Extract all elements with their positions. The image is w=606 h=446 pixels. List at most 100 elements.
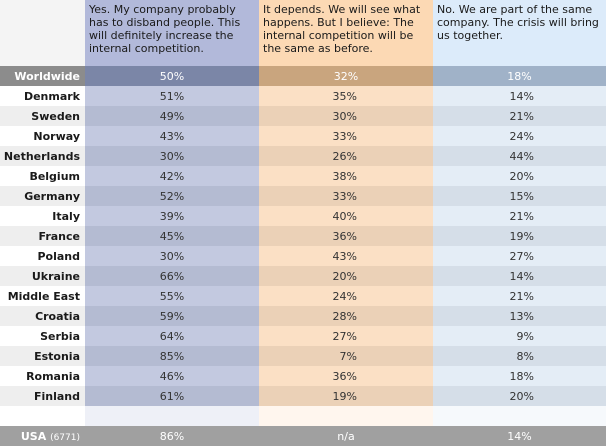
spacer-cell [259, 406, 433, 426]
row-label: Sweden [0, 106, 85, 126]
table-row: Finland 61% 19% 20% [0, 386, 606, 406]
row-label: Middle East [0, 286, 85, 306]
header-answer-no: No. We are part of the same company. The… [433, 0, 606, 66]
spacer-cell [433, 406, 606, 426]
row-label: USA (6771) [0, 426, 85, 446]
value-depends: 36% [259, 366, 433, 386]
value-depends: 20% [259, 266, 433, 286]
table-row: Denmark 51% 35% 14% [0, 86, 606, 106]
value-depends: 30% [259, 106, 433, 126]
value-no: 15% [433, 186, 606, 206]
value-yes: 43% [85, 126, 259, 146]
value-yes: 85% [85, 346, 259, 366]
value-yes: 61% [85, 386, 259, 406]
table-row: Belgium 42% 38% 20% [0, 166, 606, 186]
row-label: Finland [0, 386, 85, 406]
table-row: France 45% 36% 19% [0, 226, 606, 246]
value-yes: 59% [85, 306, 259, 326]
value-no: 21% [433, 106, 606, 126]
usa-row: USA (6771) 86% n/a 14% [0, 426, 606, 446]
spacer-cell [85, 406, 259, 426]
value-depends: 24% [259, 286, 433, 306]
value-no: 20% [433, 386, 606, 406]
header-answer-depends: It depends. We will see what happens. Bu… [259, 0, 433, 66]
row-label: France [0, 226, 85, 246]
value-depends: 28% [259, 306, 433, 326]
value-yes: 46% [85, 366, 259, 386]
row-label: Germany [0, 186, 85, 206]
row-label: Serbia [0, 326, 85, 346]
value-yes: 52% [85, 186, 259, 206]
value-no: 44% [433, 146, 606, 166]
spacer-cell [0, 406, 85, 426]
table-row: Norway 43% 33% 24% [0, 126, 606, 146]
value-no: 14% [433, 426, 606, 446]
header-corner [0, 0, 85, 66]
row-label: Netherlands [0, 146, 85, 166]
respondent-count: (6771) [50, 432, 80, 443]
table-row: Serbia 64% 27% 9% [0, 326, 606, 346]
value-depends: 35% [259, 86, 433, 106]
value-depends: n/a [259, 426, 433, 446]
row-label: Belgium [0, 166, 85, 186]
value-yes: 49% [85, 106, 259, 126]
value-no: 14% [433, 266, 606, 286]
value-no: 20% [433, 166, 606, 186]
value-no: 13% [433, 306, 606, 326]
value-depends: 32% [259, 66, 433, 86]
value-no: 18% [433, 66, 606, 86]
value-no: 21% [433, 206, 606, 226]
row-label: Italy [0, 206, 85, 226]
value-no: 21% [433, 286, 606, 306]
value-depends: 26% [259, 146, 433, 166]
value-yes: 50% [85, 66, 259, 86]
row-label: Norway [0, 126, 85, 146]
value-yes: 42% [85, 166, 259, 186]
value-no: 27% [433, 246, 606, 266]
value-no: 18% [433, 366, 606, 386]
value-no: 19% [433, 226, 606, 246]
table-row: Ukraine 66% 20% 14% [0, 266, 606, 286]
table-row: Italy 39% 40% 21% [0, 206, 606, 226]
value-yes: 66% [85, 266, 259, 286]
value-yes: 51% [85, 86, 259, 106]
value-depends: 36% [259, 226, 433, 246]
table-row: Croatia 59% 28% 13% [0, 306, 606, 326]
row-label: Denmark [0, 86, 85, 106]
table-row: Estonia 85% 7% 8% [0, 346, 606, 366]
value-depends: 40% [259, 206, 433, 226]
usa-label: USA [20, 429, 47, 443]
value-depends: 27% [259, 326, 433, 346]
value-depends: 7% [259, 346, 433, 366]
row-label: Worldwide [0, 66, 85, 86]
value-no: 24% [433, 126, 606, 146]
value-yes: 86% [85, 426, 259, 446]
row-label: Estonia [0, 346, 85, 366]
value-yes: 55% [85, 286, 259, 306]
value-no: 14% [433, 86, 606, 106]
value-yes: 45% [85, 226, 259, 246]
row-label: Romania [0, 366, 85, 386]
row-label: Poland [0, 246, 85, 266]
value-yes: 30% [85, 246, 259, 266]
row-label: Ukraine [0, 266, 85, 286]
header-answer-yes: Yes. My company probably has to disband … [85, 0, 259, 66]
table-row: Poland 30% 43% 27% [0, 246, 606, 266]
value-depends: 38% [259, 166, 433, 186]
value-no: 9% [433, 326, 606, 346]
header-row: Yes. My company probably has to disband … [0, 0, 606, 66]
table-row: Sweden 49% 30% 21% [0, 106, 606, 126]
table-row: Romania 46% 36% 18% [0, 366, 606, 386]
table-row: Germany 52% 33% 15% [0, 186, 606, 206]
spacer-row [0, 406, 606, 426]
value-depends: 43% [259, 246, 433, 266]
table-row: Netherlands 30% 26% 44% [0, 146, 606, 166]
value-depends: 33% [259, 126, 433, 146]
row-label: Croatia [0, 306, 85, 326]
value-yes: 39% [85, 206, 259, 226]
value-depends: 19% [259, 386, 433, 406]
value-yes: 64% [85, 326, 259, 346]
value-yes: 30% [85, 146, 259, 166]
table-row: Middle East 55% 24% 21% [0, 286, 606, 306]
